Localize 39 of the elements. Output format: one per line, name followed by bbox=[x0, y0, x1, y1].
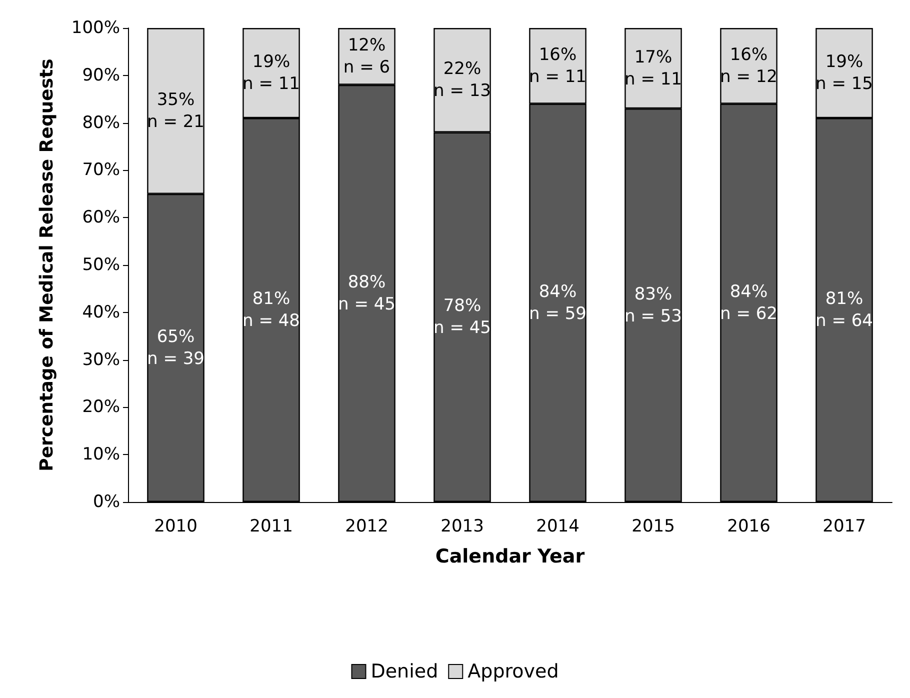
data-label: 84% n = 62 bbox=[720, 282, 778, 324]
legend-label: Approved bbox=[468, 660, 559, 682]
x-tick-label: 2013 bbox=[440, 516, 484, 536]
data-label: 12% n = 6 bbox=[343, 35, 390, 78]
data-label: 65% n = 39 bbox=[147, 326, 204, 369]
data-label: 35% n = 21 bbox=[147, 90, 204, 132]
x-tick-label: 2015 bbox=[632, 516, 675, 536]
y-tick-label: 0% bbox=[93, 492, 120, 512]
data-label: 22% n = 13 bbox=[434, 59, 491, 102]
y-tick-label: 20% bbox=[82, 397, 120, 418]
data-label: 16% n = 12 bbox=[720, 44, 778, 87]
y-tick-label: 60% bbox=[82, 208, 120, 228]
x-tick-label: 2012 bbox=[345, 516, 388, 536]
data-label: 19% n = 11 bbox=[242, 52, 300, 94]
y-tick-label: 50% bbox=[82, 255, 120, 275]
y-tick-label: 30% bbox=[82, 350, 120, 370]
y-tick-label: 100% bbox=[71, 18, 120, 38]
data-label: 81% n = 48 bbox=[242, 289, 300, 332]
data-label: 78% n = 45 bbox=[434, 296, 491, 338]
y-tick-label: 80% bbox=[82, 112, 120, 133]
data-label: 81% n = 64 bbox=[816, 289, 873, 332]
y-tick-label: 90% bbox=[82, 65, 120, 86]
x-tick-label: 2014 bbox=[536, 516, 580, 536]
y-tick-label: 40% bbox=[82, 302, 120, 322]
x-tick-label: 2016 bbox=[727, 516, 770, 536]
legend-label: Denied bbox=[370, 660, 438, 682]
y-tick-label: 10% bbox=[82, 444, 120, 465]
data-label: 16% n = 11 bbox=[529, 44, 586, 87]
x-tick-label: 2010 bbox=[154, 516, 198, 536]
x-tick-label: 2017 bbox=[822, 516, 866, 536]
y-axis-title: Percentage of Medical Release Requests bbox=[36, 58, 58, 472]
data-label: 88% n = 45 bbox=[338, 272, 396, 314]
data-label: 83% n = 53 bbox=[624, 284, 682, 326]
data-label: 84% n = 59 bbox=[529, 282, 586, 324]
x-tick-label: 2011 bbox=[250, 516, 293, 536]
data-label: 17% n = 11 bbox=[624, 47, 682, 90]
data-label: 19% n = 15 bbox=[816, 52, 873, 94]
y-tick-label: 70% bbox=[82, 160, 120, 180]
x-axis-title: Calendar Year bbox=[435, 546, 586, 568]
